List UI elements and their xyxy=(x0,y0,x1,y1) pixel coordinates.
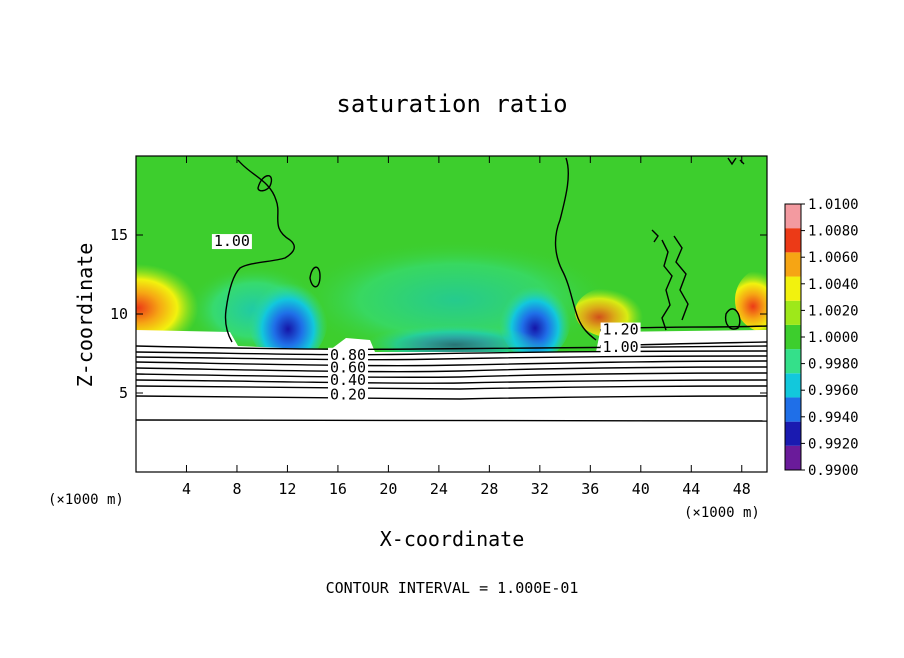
contour-layer xyxy=(136,355,767,361)
contour-layer xyxy=(136,385,767,390)
contour-layer xyxy=(136,379,767,384)
colorbar-tick-label: 1.0000 xyxy=(808,330,859,346)
y-tick-label: 10 xyxy=(110,305,128,323)
x-tick-label: 20 xyxy=(379,480,397,498)
contour-100-loop xyxy=(309,266,321,288)
contour-100-noise xyxy=(724,308,741,330)
field-minimum xyxy=(365,320,545,360)
chart-title: saturation ratio xyxy=(336,90,567,118)
contour-label-bg xyxy=(211,234,252,250)
x-tick-label: 32 xyxy=(531,480,549,498)
colorbar-tick-label: 1.0080 xyxy=(808,224,859,240)
x-tick-label: 40 xyxy=(632,480,650,498)
contour-label-bg xyxy=(328,373,369,389)
contour-100-noise xyxy=(651,229,659,243)
contour-layer xyxy=(136,345,767,350)
contour-100-noise xyxy=(673,235,689,321)
colorbar-swatch xyxy=(785,324,801,350)
colorbar-swatch xyxy=(785,373,801,398)
x-tick-label: 4 xyxy=(182,480,191,498)
field-maximum xyxy=(735,268,767,332)
contour-label-bg xyxy=(600,339,641,355)
x-tick-label: 44 xyxy=(682,480,700,498)
x-tick-label: 12 xyxy=(278,480,296,498)
contour-label: 0.60 xyxy=(330,358,366,376)
colorbar-swatch xyxy=(785,421,801,446)
contour-label: 0.80 xyxy=(330,346,366,364)
colorbar-swatch xyxy=(785,276,801,301)
colorbar-swatch xyxy=(785,228,801,253)
lower-region xyxy=(136,352,767,472)
colorbar-tick-label: 1.0020 xyxy=(808,303,859,319)
x-tick-label: 36 xyxy=(581,480,599,498)
colorbar-swatch xyxy=(785,300,801,325)
colorbar-tick-label: 0.9940 xyxy=(808,410,859,426)
contour-label: 1.00 xyxy=(603,338,639,356)
colorbar-swatch xyxy=(785,397,801,422)
x-axis-label: X-coordinate xyxy=(380,527,525,551)
x-units-right: (×1000 m) xyxy=(684,505,760,521)
contour-label-bg xyxy=(328,347,369,363)
colorbar-swatch xyxy=(785,252,801,277)
y-axis-label: Z-coordinate xyxy=(73,243,97,388)
x-tick-label: 48 xyxy=(733,480,751,498)
contour-100-loop xyxy=(257,175,273,192)
contour-label-bg xyxy=(328,360,369,376)
colorbar-swatch xyxy=(785,204,801,229)
contour-label: 0.40 xyxy=(330,371,366,389)
colorbar-tick-label: 1.0060 xyxy=(808,250,859,266)
x-axis: 4 8 12 16 20 24 28 32 36 40 44 48 xyxy=(182,156,751,498)
x-tick-label: 28 xyxy=(480,480,498,498)
colorbar-tick-label: 0.9920 xyxy=(808,436,859,452)
x-tick-label: 24 xyxy=(430,480,448,498)
contour-layer xyxy=(136,372,767,378)
x-tick-label: 8 xyxy=(232,480,241,498)
contour-100-right xyxy=(554,157,597,341)
colorbar: 0.9900 0.9920 0.9940 0.9960 0.9980 1.0000 1.00… xyxy=(784,197,859,479)
colorbar-tick-label: 0.9900 xyxy=(808,463,859,479)
contour-layer xyxy=(136,350,767,356)
lower-region-edge xyxy=(136,330,375,352)
contour-label: 1.00 xyxy=(214,232,250,250)
colorbar-tick-label: 1.0040 xyxy=(808,277,859,293)
y-axis: 5 10 15 xyxy=(110,226,767,402)
x-tick-label: 16 xyxy=(329,480,347,498)
y-tick-label: 5 xyxy=(119,384,128,402)
colorbar-tick-label: 1.0100 xyxy=(808,197,859,213)
contour-label: 0.20 xyxy=(330,385,366,403)
contour-label-bg xyxy=(328,387,369,403)
contour-layer xyxy=(136,366,767,373)
contour-interval-note: CONTOUR INTERVAL = 1.000E-01 xyxy=(326,579,579,597)
x-units-left: (×1000 m) xyxy=(48,492,124,508)
contour-100-noise xyxy=(661,239,673,331)
field-maximum xyxy=(136,260,215,340)
field-minimum xyxy=(248,272,328,364)
contour-labels: 1.001.201.000.800.600.400.20 xyxy=(211,232,641,403)
colorbar-tick-label: 0.9980 xyxy=(808,357,859,373)
plot-field xyxy=(136,156,767,472)
contour-label-bg xyxy=(600,322,641,338)
colorbar-swatch xyxy=(785,445,801,470)
colorbar-tick-label: 0.9960 xyxy=(808,383,859,399)
contour-label: 1.20 xyxy=(603,321,639,339)
contour-layer xyxy=(136,395,767,400)
contour-100-left xyxy=(224,159,295,343)
colorbar-swatch xyxy=(785,349,801,374)
contour-lines xyxy=(136,157,767,423)
contour-layer xyxy=(136,360,767,367)
y-tick-label: 15 xyxy=(110,226,128,244)
